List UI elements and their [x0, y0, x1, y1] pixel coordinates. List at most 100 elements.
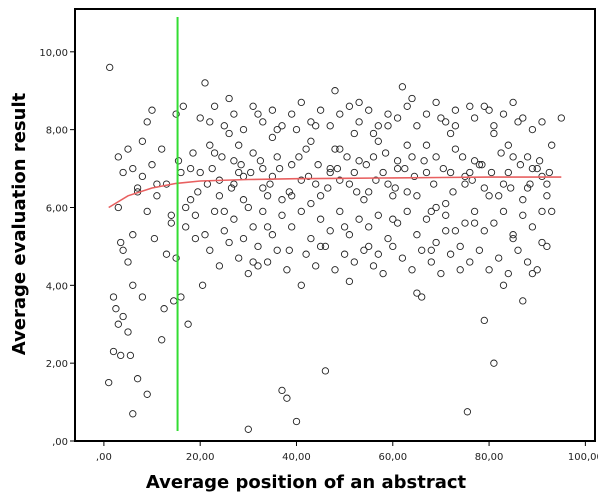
data-point [268, 133, 277, 142]
data-point [543, 192, 551, 200]
data-point [331, 145, 339, 153]
data-point [153, 192, 161, 200]
data-point [403, 188, 411, 196]
data-point [268, 231, 277, 239]
data-point [105, 378, 113, 387]
data-point [442, 199, 450, 208]
data-point [403, 207, 411, 216]
data-point [422, 215, 431, 223]
data-point [304, 172, 313, 181]
data-point [355, 215, 363, 223]
data-point [538, 238, 546, 247]
x-tick-label: 60,00 [378, 452, 407, 463]
data-point [393, 219, 402, 227]
data-point [490, 129, 498, 138]
data-point [432, 98, 440, 107]
data-point [528, 125, 537, 134]
data-point [355, 118, 363, 126]
data-point [543, 180, 551, 188]
data-point [133, 375, 142, 383]
y-axis-title: Average evaluation result [9, 92, 30, 355]
data-point [458, 153, 467, 161]
data-point [466, 168, 474, 177]
data-point [413, 289, 421, 297]
data-point [393, 157, 402, 165]
data-point [336, 145, 344, 153]
data-point [393, 164, 402, 173]
data-point [451, 227, 460, 235]
data-point [379, 168, 387, 177]
x-tick-label: 80,00 [475, 452, 504, 463]
data-point [129, 164, 137, 173]
data-point [273, 125, 281, 134]
data-point [379, 269, 387, 278]
data-point [548, 141, 556, 149]
data-point [408, 266, 416, 274]
data-point [244, 425, 252, 433]
data-point [239, 196, 248, 204]
data-point [148, 106, 156, 114]
data-point [384, 122, 392, 130]
data-point [516, 161, 525, 169]
data-point [148, 161, 156, 169]
data-point [129, 231, 137, 239]
data-point [451, 122, 460, 130]
data-point [254, 262, 262, 270]
data-point [297, 176, 305, 184]
data-point [391, 184, 399, 192]
data-point [401, 164, 409, 173]
data-point [504, 168, 512, 177]
data-point [410, 172, 419, 181]
data-point [350, 129, 358, 138]
data-point [528, 269, 537, 278]
data-point [461, 172, 469, 181]
data-point [106, 63, 114, 72]
data-point [369, 153, 378, 161]
data-point [316, 106, 325, 114]
data-point [442, 118, 450, 126]
data-point [413, 231, 421, 239]
data-point [210, 149, 219, 157]
data-point [490, 359, 498, 367]
data-point [196, 168, 204, 177]
data-point [167, 219, 175, 227]
data-point [316, 192, 325, 200]
data-point [463, 408, 472, 416]
data-point [466, 102, 474, 110]
data-point [538, 118, 546, 126]
data-point [374, 211, 382, 219]
data-point [297, 281, 305, 289]
data-point [230, 157, 238, 165]
data-point [495, 254, 503, 262]
data-point [384, 180, 392, 188]
data-point [288, 161, 296, 169]
data-point [182, 223, 190, 231]
data-point [422, 141, 431, 149]
data-point [312, 122, 320, 130]
x-tick-label: 40,00 [282, 452, 311, 463]
data-point [230, 180, 238, 188]
data-point [273, 153, 281, 161]
data-point [210, 102, 219, 110]
data-point [449, 188, 457, 196]
data-point [182, 203, 190, 212]
data-point [220, 207, 228, 216]
data-point [259, 118, 267, 126]
y-tick-label: ,00 [52, 437, 68, 448]
data-point [239, 234, 248, 243]
data-point [295, 153, 303, 161]
data-point [249, 102, 257, 110]
data-point [374, 250, 382, 258]
data-point [504, 269, 512, 278]
data-point [499, 180, 508, 188]
data-point [514, 118, 522, 126]
data-point [485, 192, 493, 200]
data-point [345, 102, 354, 110]
data-point [225, 129, 233, 138]
data-point [312, 180, 320, 188]
plot-area [74, 8, 596, 442]
data-point [384, 110, 392, 118]
data-point [495, 192, 503, 200]
data-point [451, 145, 460, 153]
